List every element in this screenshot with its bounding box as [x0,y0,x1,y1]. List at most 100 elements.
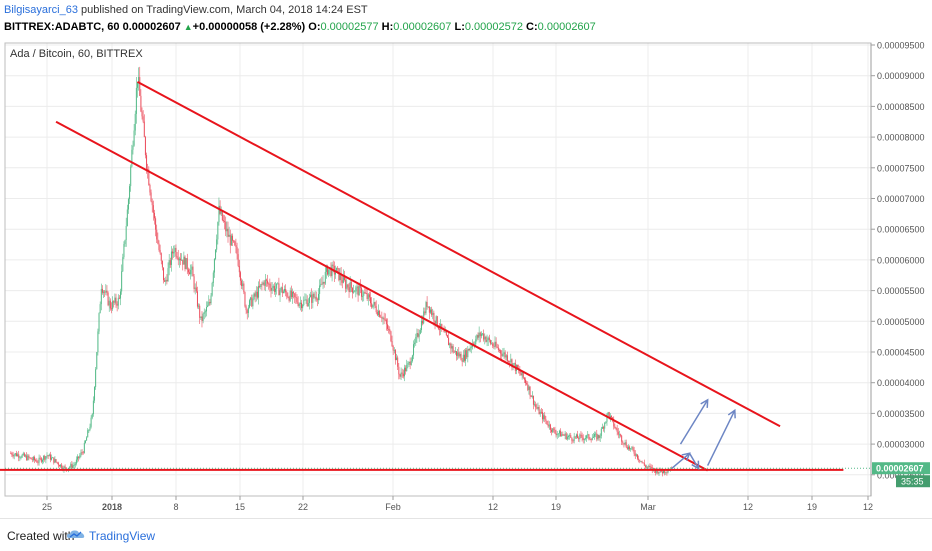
candle-body [419,330,421,334]
candle-body [523,377,525,380]
candle-body [294,293,296,298]
created-with-text: Created with [7,529,75,543]
projection-arrow[interactable] [706,408,736,466]
candle-body [22,453,24,455]
candle-body [640,461,642,463]
candle-body [399,374,401,377]
candle-body [55,459,57,462]
candle-body [604,423,606,429]
candle-body [199,305,201,318]
candle-body [293,291,295,294]
candle-body [408,362,410,364]
candle-body [555,432,557,436]
candle-body [253,293,255,299]
candle-body [566,436,568,440]
candle-body [632,447,634,450]
candle-body [539,411,541,415]
candle-body [54,459,56,463]
candle-body [414,342,416,345]
candle-body [443,329,445,332]
candle-body [441,323,443,329]
candle-body [144,137,146,156]
candle-body [651,467,653,471]
candle-body [556,434,558,436]
candle-body [605,421,607,424]
candle-body [320,283,322,286]
tradingview-logo-icon[interactable] [66,527,86,543]
candle-body [472,343,474,345]
arrow-head [727,408,736,419]
author-link[interactable]: Bilgisayarci_63 [4,4,78,16]
candle-body [159,249,161,254]
open-label: O: [305,21,321,33]
candle-body [234,241,236,246]
candle-body [186,258,188,270]
candle-body [424,311,426,314]
chart-area[interactable]: Ada / Bitcoin, 60, BITTREX 0.00009500 0.0… [0,40,932,518]
price-badges: 0.00002607 35:35 [5,462,930,488]
candle-body [130,166,132,187]
candle-body [363,292,365,296]
candle-body [551,429,553,432]
candle-body [639,459,641,462]
candle-body [448,337,450,346]
candle-body [380,316,382,318]
low-label: L: [451,21,465,33]
candle-body [519,370,521,374]
candle-body [302,304,304,309]
candle-body [649,465,651,467]
candle-body [319,285,321,294]
candle-body [29,457,31,459]
candle-body [381,317,383,319]
candle-body [28,455,30,458]
candle-body [535,404,537,408]
projection-arrow[interactable] [679,398,709,445]
x-tick-label: 19 [807,502,817,512]
candle-body [165,279,167,282]
drawings[interactable] [0,80,844,472]
trend-line[interactable] [137,80,781,428]
candle-body [273,286,275,292]
candle-body [314,296,316,298]
candle-body [340,273,342,281]
candle-body [14,453,16,455]
candle-body [505,355,507,358]
candle-body [434,320,436,324]
candle-body [72,465,74,469]
candle-body [135,87,137,114]
candle-body [40,458,42,462]
candle-body [502,353,504,357]
candle-body [428,306,430,313]
tradingview-link[interactable]: TradingView [89,529,156,543]
candle-body [69,467,71,469]
candle-body [368,294,370,298]
candle-body [341,280,343,283]
candle-body [89,426,91,430]
candle-body [546,420,548,425]
candle-body [251,297,253,307]
candle-body [207,305,209,307]
candle-body [393,350,395,351]
candle-body [147,168,149,170]
price-axis[interactable]: 0.00009500 0.00009000 0.00008500 0.00008000… [871,41,925,481]
time-axis[interactable]: 25 2018 8 15 22 Feb 12 19 Mar 12 19 12 [42,496,873,512]
candle-body [513,362,515,364]
candle-body [265,279,267,281]
price-chart[interactable]: Ada / Bitcoin, 60, BITTREX 0.000095000.0… [0,40,932,518]
candle-body [30,457,32,460]
candle-body [614,426,616,429]
candle-body [125,225,127,241]
candle-body [500,350,502,354]
arrow-shaft [670,452,691,470]
candle-body [463,354,465,361]
candle-body [37,462,39,464]
candle-body [376,312,378,316]
trend-line[interactable] [55,120,709,472]
candle-body [258,285,260,298]
candle-body [96,352,98,370]
candle-body [596,433,598,440]
candle-body [583,438,585,440]
candle-body [220,211,222,214]
candle-body [143,121,145,138]
candle-body [366,293,368,300]
